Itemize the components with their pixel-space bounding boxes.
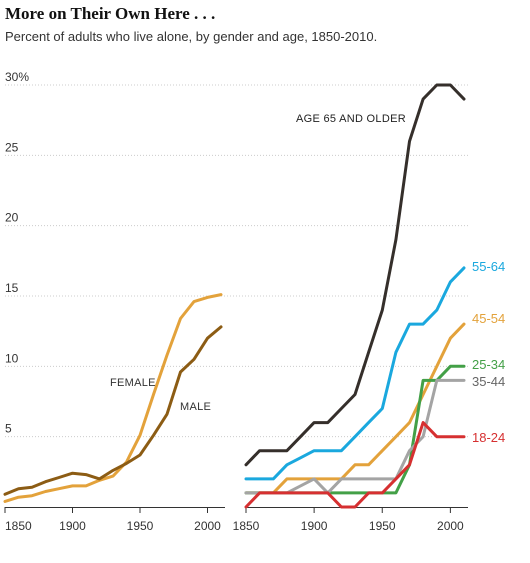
gridlines (5, 84, 468, 438)
chart-title: More on Their Own Here . . . (5, 4, 216, 23)
y-tick-label: 5 (5, 422, 12, 436)
series-line-55-64 (244, 266, 466, 481)
x-tick-label: 1950 (127, 519, 154, 533)
series-label-female: FEMALE (110, 377, 156, 389)
series-label-45-54: 45-54 (472, 311, 505, 326)
axes (4, 507, 468, 513)
x-tick-label: 1850 (5, 519, 32, 533)
labels: 5 10 15 20 25 30% 1850 1900 1950 2000 1850 1900 1950… (5, 70, 505, 533)
series-line-45-54 (244, 322, 466, 495)
chart-subtitle: Percent of adults who live alone, by gen… (5, 29, 378, 44)
series-label-25-34: 25-34 (472, 357, 505, 372)
y-tick-label: 20 (5, 211, 19, 225)
y-tick-label: 25 (5, 140, 19, 154)
series-label-age-65-and-older: AGE 65 AND OLDER (296, 113, 406, 125)
x-tick-label: 2000 (437, 519, 464, 533)
y-tick-label: 15 (5, 281, 19, 295)
series-line-age-65-and-older (244, 83, 466, 467)
series-line-18-24 (244, 421, 466, 509)
x-tick-label: 1900 (301, 519, 328, 533)
x-tick-label: 1850 (233, 519, 260, 533)
series-label-18-24: 18-24 (472, 430, 505, 445)
x-tick-label: 1950 (369, 519, 396, 533)
series-lines (3, 83, 466, 509)
series-label-55-64: 55-64 (472, 259, 505, 274)
series-label-35-44: 35-44 (472, 374, 505, 389)
x-tick-label: 1900 (59, 519, 86, 533)
y-tick-label: 10 (5, 351, 19, 365)
series-line-female (3, 293, 223, 503)
y-tick-label: 30% (5, 70, 29, 84)
series-label-male: MALE (180, 401, 211, 413)
series-line-male (3, 325, 223, 496)
x-tick-label: 2000 (194, 519, 221, 533)
